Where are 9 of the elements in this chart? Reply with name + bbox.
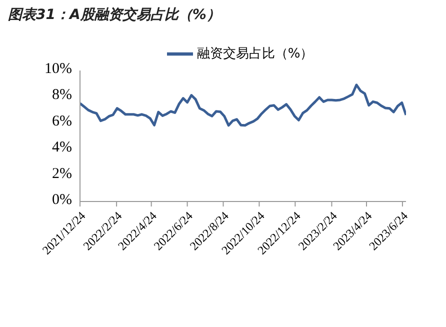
y-tick-label: 10%	[44, 61, 72, 77]
chart-title: 图表31：A股融资交易占比（%）	[7, 6, 222, 25]
legend-label: 融资交易占比（%）	[196, 46, 314, 62]
y-tick-label: 4%	[52, 140, 72, 156]
y-tick-label: 0%	[52, 192, 72, 208]
line-series	[80, 84, 406, 127]
y-tick-label: 2%	[52, 166, 72, 182]
y-tick-label: 8%	[52, 87, 72, 104]
y-tick-label: 6%	[52, 113, 72, 130]
